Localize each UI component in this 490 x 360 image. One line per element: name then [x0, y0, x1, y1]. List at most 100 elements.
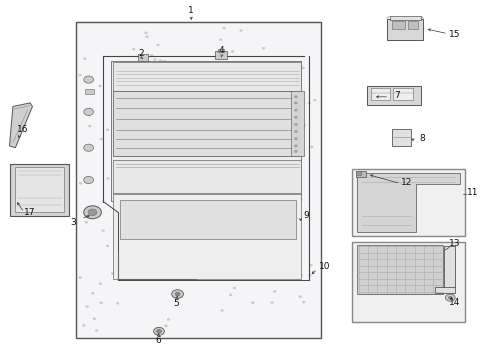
Circle shape — [88, 209, 97, 216]
Text: 9: 9 — [303, 211, 309, 220]
Bar — [408, 21, 418, 29]
Circle shape — [157, 44, 160, 46]
Circle shape — [85, 221, 88, 223]
Bar — [218, 49, 224, 52]
Circle shape — [152, 125, 155, 127]
Circle shape — [79, 276, 82, 279]
Circle shape — [111, 273, 114, 275]
Bar — [292, 91, 304, 156]
Circle shape — [166, 220, 169, 222]
Circle shape — [224, 67, 227, 69]
Circle shape — [201, 242, 204, 244]
Circle shape — [84, 176, 94, 184]
Bar — [10, 164, 69, 216]
Circle shape — [90, 111, 93, 113]
Circle shape — [294, 123, 297, 126]
Text: 8: 8 — [419, 134, 425, 143]
Circle shape — [159, 59, 162, 62]
Circle shape — [82, 324, 85, 327]
Circle shape — [216, 177, 219, 179]
Circle shape — [294, 145, 297, 147]
Circle shape — [241, 161, 244, 163]
Circle shape — [115, 72, 118, 75]
Text: 12: 12 — [400, 177, 412, 186]
Circle shape — [273, 196, 276, 198]
Circle shape — [87, 207, 90, 209]
Circle shape — [448, 296, 452, 299]
Bar — [113, 160, 301, 193]
Circle shape — [152, 185, 155, 187]
Circle shape — [251, 302, 254, 304]
Circle shape — [208, 81, 211, 84]
Circle shape — [302, 301, 305, 303]
Circle shape — [150, 186, 153, 189]
Text: 4: 4 — [219, 46, 224, 55]
Circle shape — [78, 74, 81, 76]
Circle shape — [125, 183, 128, 185]
Circle shape — [209, 238, 212, 240]
Text: 16: 16 — [18, 125, 29, 134]
Circle shape — [252, 221, 255, 224]
Circle shape — [223, 180, 226, 182]
Bar — [393, 88, 413, 100]
Circle shape — [232, 78, 235, 80]
Bar — [392, 129, 411, 146]
Circle shape — [157, 329, 161, 333]
Bar — [85, 89, 94, 94]
Circle shape — [294, 131, 297, 133]
Text: 17: 17 — [24, 208, 36, 217]
Circle shape — [293, 220, 296, 222]
Circle shape — [291, 191, 294, 193]
Bar — [215, 51, 227, 59]
Circle shape — [153, 58, 156, 60]
Circle shape — [290, 265, 293, 267]
Circle shape — [299, 296, 302, 298]
Circle shape — [99, 283, 102, 285]
Text: 3: 3 — [70, 218, 76, 227]
Circle shape — [294, 150, 297, 152]
Circle shape — [291, 220, 294, 222]
Polygon shape — [9, 103, 32, 148]
Text: 11: 11 — [466, 188, 478, 197]
Circle shape — [175, 258, 178, 260]
Circle shape — [220, 309, 223, 311]
Circle shape — [155, 255, 158, 257]
Bar — [111, 61, 301, 201]
Circle shape — [295, 98, 298, 100]
Circle shape — [284, 217, 287, 219]
Circle shape — [124, 248, 127, 250]
Circle shape — [95, 329, 98, 332]
Circle shape — [93, 318, 96, 320]
Circle shape — [141, 100, 144, 102]
Circle shape — [314, 99, 317, 101]
Circle shape — [187, 267, 190, 269]
Circle shape — [121, 81, 124, 83]
Circle shape — [300, 274, 303, 276]
Circle shape — [91, 292, 94, 294]
Circle shape — [294, 102, 297, 104]
Bar — [356, 171, 366, 177]
Text: 2: 2 — [138, 49, 144, 58]
Circle shape — [294, 138, 297, 140]
Circle shape — [246, 250, 249, 252]
Circle shape — [84, 144, 94, 151]
Circle shape — [233, 287, 236, 289]
Circle shape — [200, 94, 203, 96]
Circle shape — [221, 243, 224, 246]
Circle shape — [102, 229, 105, 231]
Text: 10: 10 — [319, 262, 331, 271]
Circle shape — [222, 27, 225, 29]
Text: 15: 15 — [449, 30, 461, 39]
Circle shape — [147, 74, 150, 76]
Circle shape — [248, 98, 251, 100]
Circle shape — [145, 32, 147, 34]
Circle shape — [235, 200, 238, 202]
Text: 5: 5 — [174, 298, 179, 307]
Text: 14: 14 — [449, 298, 461, 307]
Bar — [356, 171, 361, 175]
Circle shape — [84, 108, 94, 116]
Circle shape — [232, 79, 235, 81]
Bar — [352, 169, 465, 235]
Circle shape — [310, 264, 313, 266]
Circle shape — [100, 138, 103, 140]
